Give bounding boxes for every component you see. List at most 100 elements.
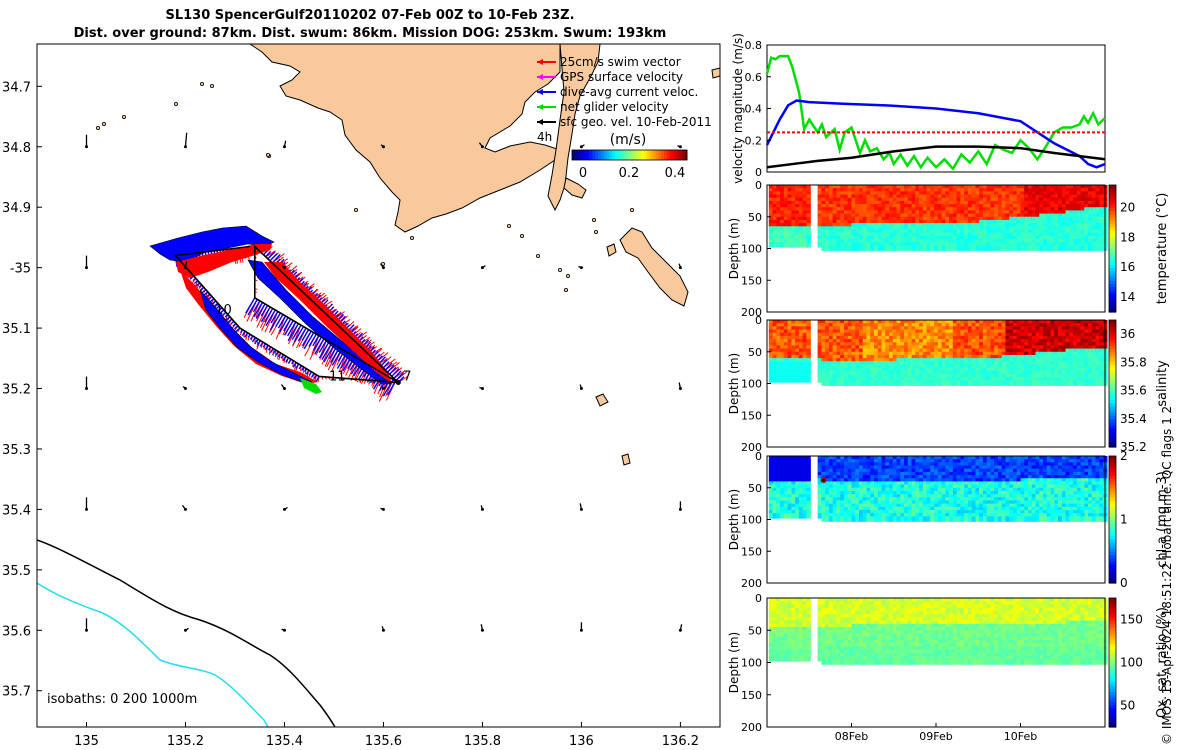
track-current-vector [241, 330, 246, 336]
profile-cell [1020, 342, 1025, 348]
profile-cell [934, 370, 939, 377]
profile-cell [896, 456, 901, 462]
profile-cell [1061, 245, 1067, 251]
profile-cell [919, 216, 924, 223]
profile-cell [1016, 348, 1022, 355]
profile-cell [881, 345, 886, 351]
profile-cell [1088, 242, 1093, 248]
colorbar-cell [623, 150, 628, 160]
profile-cell [967, 232, 973, 239]
profile-cell [1024, 364, 1029, 370]
profile-cell [843, 456, 849, 462]
profile-cell [960, 335, 965, 342]
profile-cell [821, 358, 826, 364]
profile-cell [866, 242, 871, 248]
profile-cell [986, 185, 992, 191]
profile-cell [982, 354, 988, 361]
profile-cell [881, 509, 886, 516]
profile-cell [776, 238, 781, 245]
profile-cell [806, 465, 811, 472]
profile-cell [828, 462, 834, 468]
profile-cell [1099, 245, 1104, 251]
profile-cell [791, 232, 796, 239]
profile-cell [896, 468, 901, 475]
profile-cell [1065, 329, 1070, 336]
profile-cell [1009, 332, 1014, 339]
profile-cell [817, 232, 823, 239]
profile-cell [772, 490, 777, 497]
profile-cell [937, 223, 943, 229]
profile-cell [825, 210, 830, 216]
profile-cell [828, 238, 834, 245]
profile-cell [889, 200, 894, 207]
profile-cell [840, 232, 845, 239]
profile-cell [836, 377, 841, 383]
profile-cell [956, 342, 962, 348]
velocity-y-tick-label: 0.8 [745, 39, 763, 52]
profile-cell [930, 232, 935, 239]
profile-cell [964, 235, 969, 242]
profile-cell [866, 348, 871, 355]
track-current-vector [382, 361, 390, 369]
profile-cell [1054, 326, 1059, 332]
profile-cell [941, 223, 946, 229]
profile-cell [787, 213, 793, 220]
profile-cell [1016, 204, 1022, 210]
profile-cell [1061, 235, 1067, 242]
profile-cell [1091, 197, 1097, 204]
profile-cell [1058, 348, 1063, 355]
profile-cell [960, 204, 965, 210]
profile-cell [1031, 200, 1037, 207]
profile-cell [874, 210, 879, 216]
profile-cell [870, 323, 875, 329]
profile-cell [780, 484, 785, 491]
profile-cell [1054, 342, 1059, 348]
profile-cell [1073, 339, 1078, 345]
profile-cell [934, 235, 939, 242]
profile-cell [787, 242, 793, 248]
profile-colorbar-cell [1109, 289, 1116, 294]
profile-cell [926, 194, 931, 201]
profile-cell [817, 468, 823, 475]
profile-cell [881, 500, 886, 506]
profile-cell [911, 320, 916, 326]
profile-cell [1046, 367, 1052, 374]
profile-cell [960, 339, 965, 345]
profile-cell [870, 475, 875, 481]
profile-cell [1031, 188, 1037, 194]
profile-cell [1095, 223, 1100, 229]
profile-cell [1012, 320, 1018, 326]
profile-cell [1046, 326, 1052, 332]
profile-cell [832, 232, 838, 239]
profile-cell [817, 509, 823, 516]
profile-cell [900, 204, 905, 210]
profile-cell [967, 223, 973, 229]
profile-cell [937, 323, 943, 329]
profile-cell [889, 345, 894, 351]
profile-cell [975, 335, 980, 342]
profile-cell [979, 361, 984, 367]
profile-cell [776, 326, 781, 332]
profile-cell [862, 484, 868, 491]
profile-cell [1024, 242, 1029, 248]
profile-cell [934, 348, 939, 355]
profile-cell [855, 235, 860, 242]
profile-cell [855, 358, 860, 364]
profile-cell [870, 229, 875, 235]
profile-cell [855, 345, 860, 351]
profile-cell [847, 351, 853, 358]
profile-cell [986, 223, 992, 229]
profile-cell [776, 364, 781, 370]
profile-cell [825, 200, 830, 207]
profile-cell [1054, 191, 1059, 197]
profile-cell [994, 354, 999, 361]
profile-cell [780, 200, 785, 207]
profile-cell [889, 358, 894, 364]
profile-cell [783, 326, 789, 332]
profile-cell [1099, 194, 1104, 201]
profile-cell [885, 351, 890, 358]
profile-cell [934, 335, 939, 342]
profile-cell [896, 465, 901, 472]
profile-cell [1054, 377, 1059, 383]
profile-cell [768, 500, 774, 506]
